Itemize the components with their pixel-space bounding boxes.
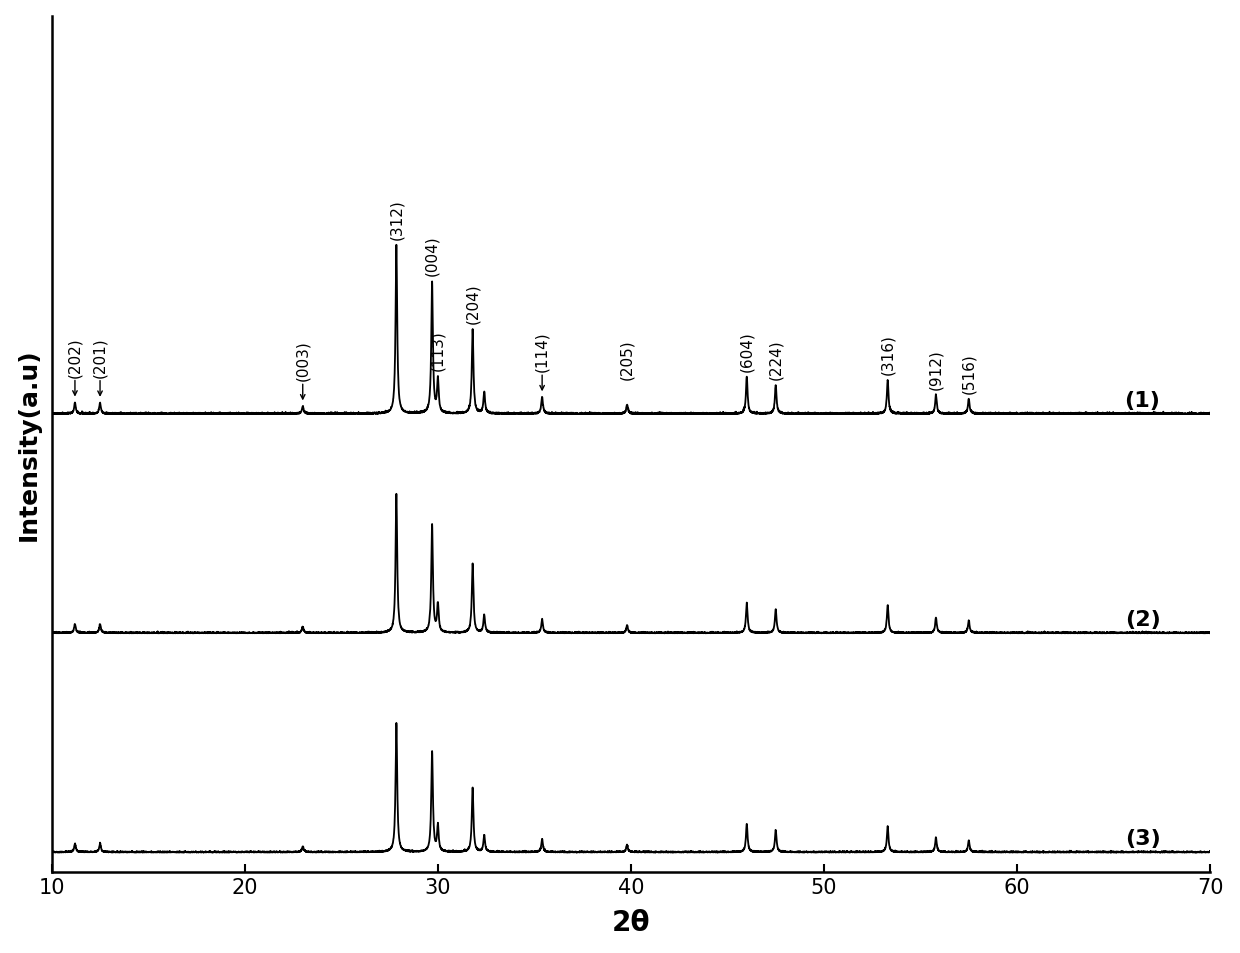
Text: (003): (003) (295, 340, 310, 381)
Text: (912): (912) (929, 349, 944, 390)
Text: (1): (1) (1125, 391, 1161, 411)
Text: (113): (113) (430, 330, 445, 371)
Text: (604): (604) (739, 331, 754, 372)
Text: (316): (316) (880, 334, 895, 375)
Text: (312): (312) (389, 199, 404, 239)
Text: (004): (004) (424, 235, 440, 276)
Text: (114): (114) (534, 332, 549, 372)
Text: (202): (202) (67, 336, 82, 377)
Text: (3): (3) (1125, 828, 1161, 848)
Text: (516): (516) (961, 353, 976, 394)
Text: (201): (201) (93, 336, 108, 377)
Text: (204): (204) (465, 283, 480, 324)
X-axis label: 2θ: 2θ (611, 908, 650, 937)
Y-axis label: Intensity(a.u): Intensity(a.u) (16, 349, 41, 540)
Text: (2): (2) (1125, 610, 1161, 630)
Text: (205): (205) (620, 339, 635, 379)
Text: (224): (224) (769, 339, 784, 379)
